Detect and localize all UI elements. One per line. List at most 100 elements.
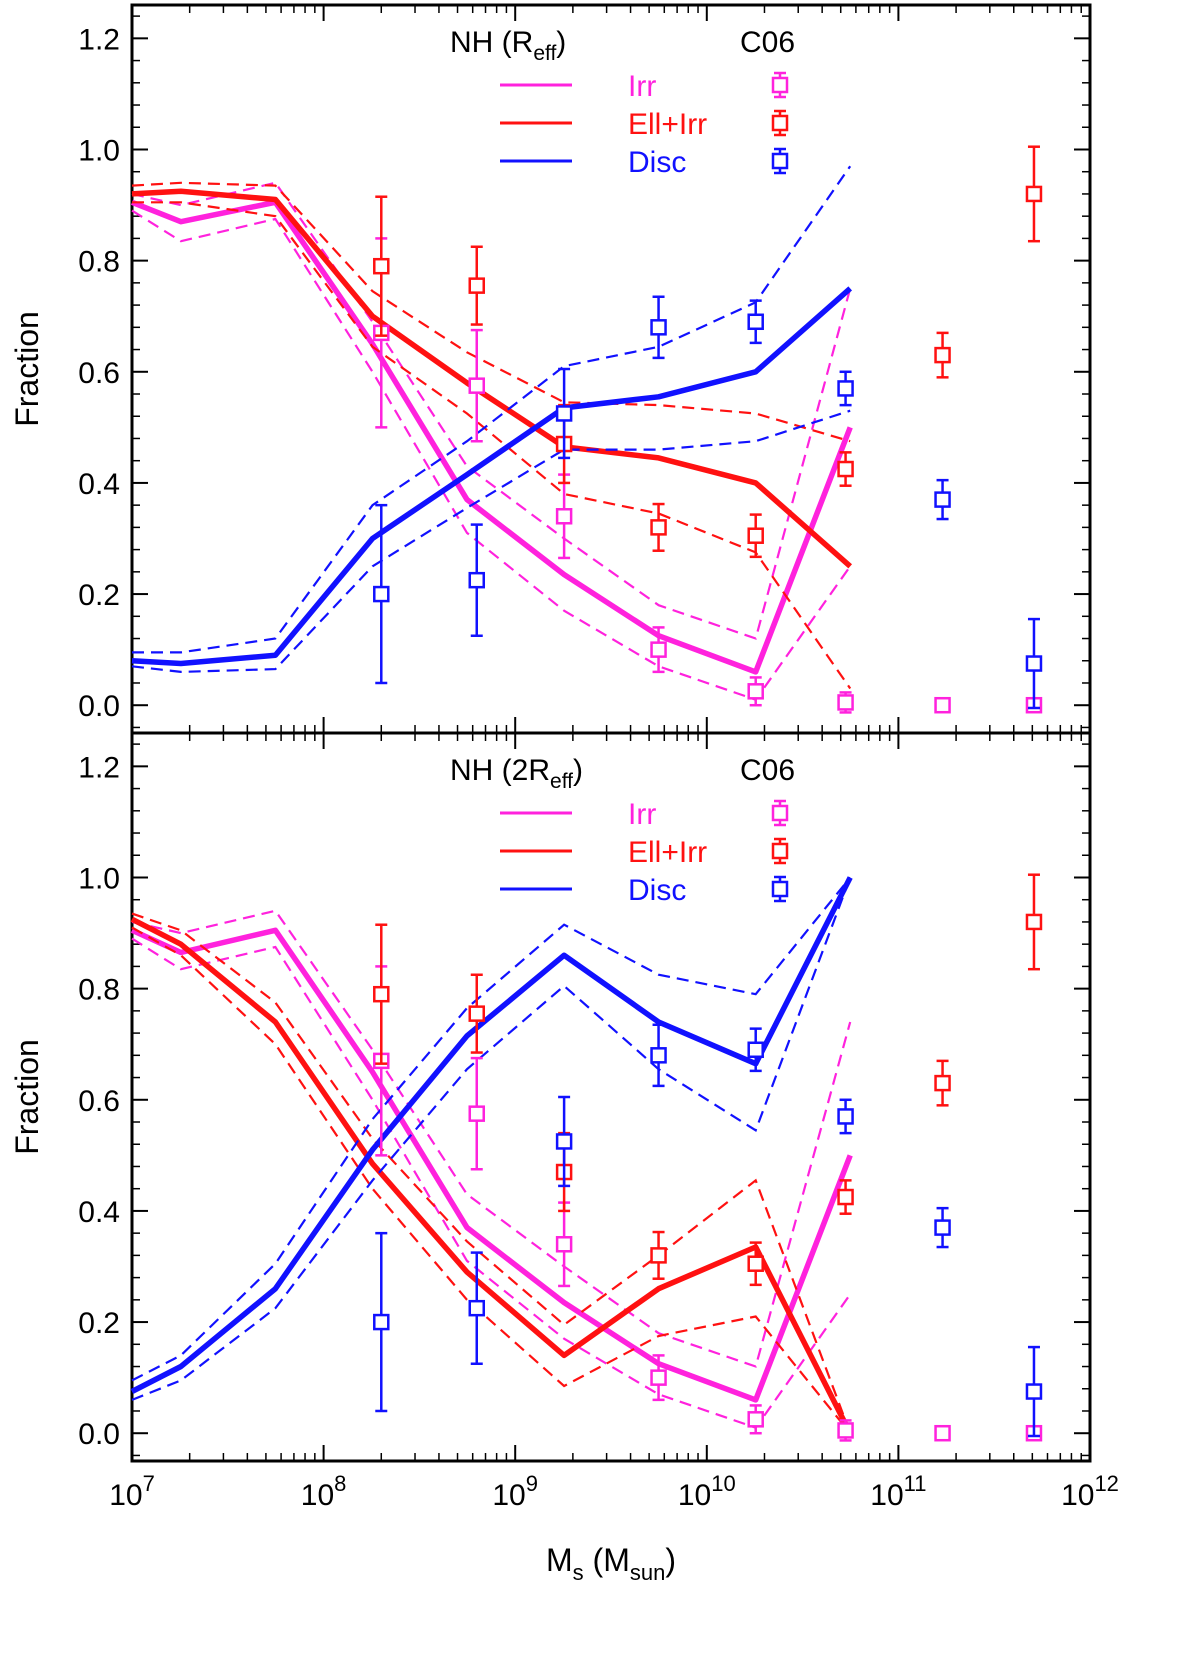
obs-point [555,1236,573,1253]
series-upper-disc [132,165,852,654]
obs-point [373,257,390,275]
legend-label-disc: Disc [628,874,686,907]
obs-point [934,696,951,714]
series-upper-irr [131,181,852,640]
obs-point [650,1247,667,1264]
obs-point [934,1424,951,1442]
x-tick-label: 1011 [870,1471,926,1512]
y-axis-title: Fraction [9,311,45,427]
series-line-irr [130,199,853,675]
series-lower-irr [131,937,852,1430]
obs-point [747,1041,764,1059]
obs-point [837,380,854,397]
series-line-disc [131,286,853,667]
obs-point [747,1255,764,1272]
series-line-ellirr [130,916,853,1435]
x-title-sub-sun: sun [630,1560,665,1585]
obs-point [934,1219,951,1236]
obs-point [468,1105,486,1122]
x-tick-base: 10 [678,1479,711,1512]
obs-point [555,508,573,525]
obs-point [555,1133,573,1150]
y-tick-label: 0.4 [78,1196,120,1229]
panel-top: 0.0 0.2 0.4 0.6 0.8 1.0 1.2 Fraction NH (Reff) C0… [9,3,1092,735]
x-axis-title: Ms (Msun) [546,1542,676,1585]
obs-point [837,1422,854,1439]
obs-point [468,1299,486,1317]
obs-point [650,641,667,658]
obs-point [934,1074,951,1092]
y-tick-label: 0.6 [78,357,120,390]
legend-label-ellirr: Ell+Irr [628,108,707,141]
legend-obs-marker [771,804,789,822]
x-tick-exponent: 7 [143,1471,155,1496]
y-tick-label: 0.2 [78,1307,120,1340]
series-lower-irr [131,209,852,702]
series-upper-ellirr [131,912,852,1434]
series-line-ellirr [131,188,853,569]
legend-header-obs: C06 [740,754,795,787]
x-tick-exponent: 10 [711,1471,735,1496]
obs-point [555,405,573,422]
legend-header-model: NH (2Reff) [450,754,583,793]
obs-point [837,1188,854,1206]
obs-point [934,491,951,508]
obs-point [837,1108,854,1125]
obs-point [373,985,390,1003]
series-lower-ellirr [131,926,852,1434]
legend-header-model: NH (Reff) [450,26,566,65]
x-tick-base: 10 [1061,1479,1094,1512]
x-tick-exponent: 11 [904,1471,927,1496]
legend-label-ellirr: Ell+Irr [628,836,707,869]
obs-point [1025,1383,1043,1400]
x-tick-exponent: 8 [334,1471,346,1496]
x-tick-label: 107 [109,1471,155,1512]
legend-obs-marker [771,76,789,94]
obs-point [373,585,390,603]
series-lower-disc [131,409,851,674]
legend-obs-marker [771,152,789,170]
x-tick-label: 1010 [678,1471,736,1512]
legend-header-model-text: NH (R [450,26,533,59]
x-title-sub-s: s [573,1560,584,1585]
x-tick-label: 108 [301,1471,347,1512]
legend-header-model-sub: eff [550,770,573,793]
series-line-irr [130,927,853,1403]
y-tick-label: 1.2 [78,23,120,56]
x-tick-label: 109 [492,1471,538,1512]
legend-obs-marker [771,880,789,898]
y-tick-label: 0.8 [78,974,120,1007]
obs-point [747,1411,764,1428]
x-tick-label: 1012 [1061,1471,1119,1512]
obs-point [747,683,764,700]
series-lower-ellirr [132,201,852,690]
obs-point [373,1313,390,1331]
x-title-m: M [546,1542,573,1578]
y-tick-label: 1.0 [78,862,120,895]
legend-label-disc: Disc [628,146,686,179]
obs-point [747,313,764,331]
y-axis-title: Fraction [9,1039,45,1155]
x-tick-exponent: 12 [1094,1471,1118,1496]
x-tick-exponent: 9 [526,1471,538,1496]
y-tick-label: 1.0 [78,134,120,167]
obs-point [837,460,854,478]
obs-point [650,1369,667,1386]
obs-point [468,377,486,394]
obs-point [650,1047,667,1064]
y-tick-label: 0.4 [78,468,120,501]
x-tick-base: 10 [109,1479,142,1512]
obs-point [837,694,854,711]
legend-header-model-close: ) [573,754,583,787]
series-lower-disc [131,877,852,1401]
obs-point [468,277,486,294]
x-tick-base: 10 [870,1479,903,1512]
legend-header-model-text: NH (2R [450,754,550,787]
obs-point [1025,655,1043,672]
y-tick-label: 0.8 [78,246,120,279]
legend-obs-marker [771,114,789,132]
y-tick-label: 0.0 [78,1418,120,1451]
